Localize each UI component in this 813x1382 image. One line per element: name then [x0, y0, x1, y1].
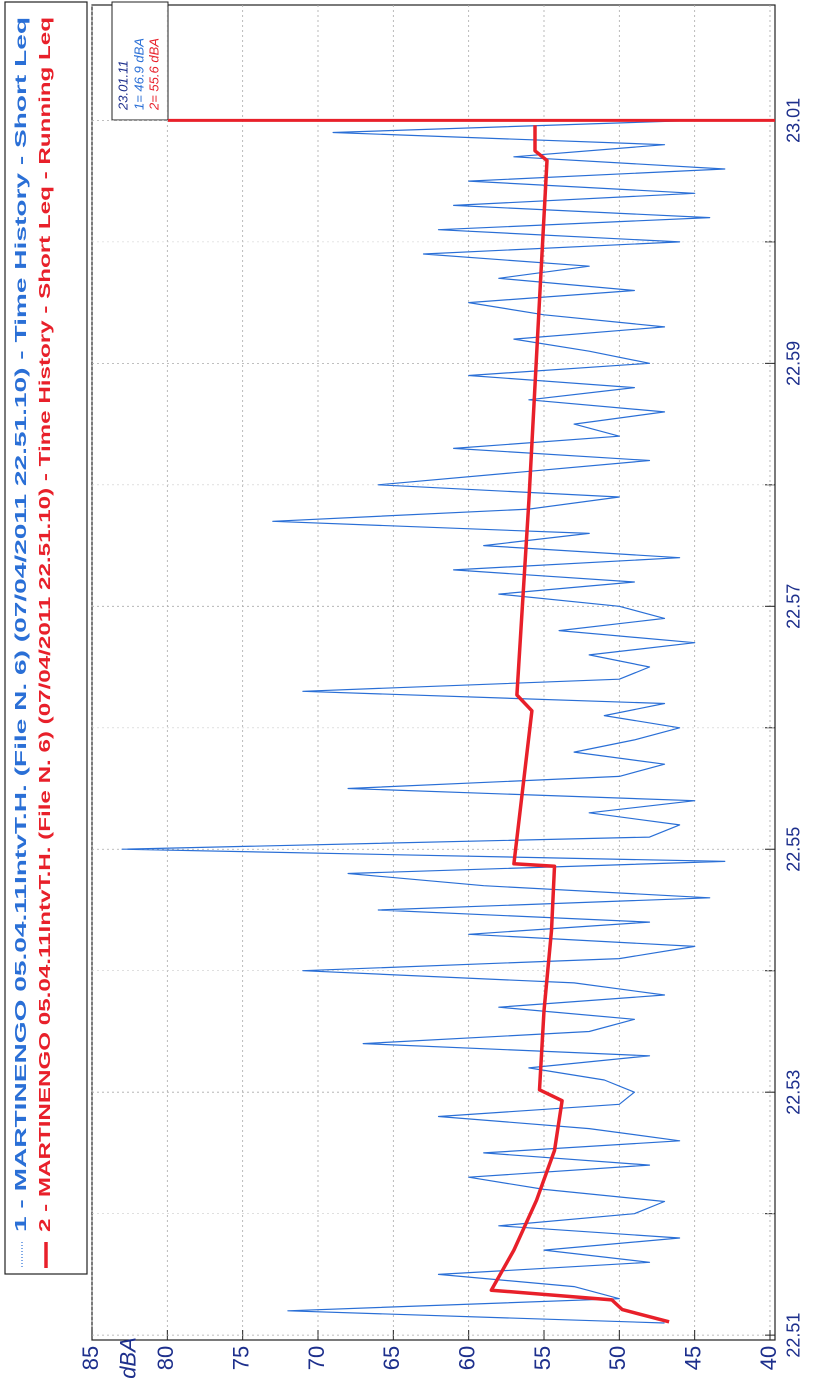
- y-tick-label: 70: [304, 1346, 329, 1370]
- y-tick-label: 60: [454, 1346, 479, 1370]
- y-tick-label: 50: [605, 1346, 630, 1370]
- y-tick-label: 45: [680, 1346, 705, 1370]
- lines: [121, 118, 775, 1324]
- legend-label: 2 - MARTINENGO 05.04.11IntvT.H. (File N.…: [37, 17, 54, 1232]
- series-line: [121, 119, 726, 1324]
- labels: 40 45 50 55 60 65 70 75 80 85 dBA 22.51 22.53 22.55 22…: [13, 17, 804, 1379]
- cursor-readout: 1= 46.9 dBA: [131, 38, 146, 110]
- y-tick-label: 65: [379, 1346, 404, 1370]
- cursor-label: 23.01.11: [115, 60, 130, 111]
- plot-frame: [91, 4, 776, 1341]
- x-tick-label: 22.51: [784, 1313, 804, 1358]
- x-tick-label: 22.55: [784, 827, 804, 872]
- x-tick-label: 23.01: [784, 98, 804, 143]
- series-line: [489, 125, 670, 1324]
- y-axis-label: dBA: [115, 1337, 140, 1379]
- y-tick-label: 55: [530, 1346, 555, 1370]
- cursor-box: [111, 1, 169, 121]
- cursor-readout: 2= 55.6 dBA: [146, 38, 161, 111]
- y-tick-label: 75: [228, 1346, 253, 1370]
- legend-box: [4, 1, 88, 1275]
- y-tick-label: 40: [756, 1346, 781, 1370]
- legend-label: 1 - MARTINENGO 05.04.11IntvT.H. (File N.…: [13, 17, 30, 1232]
- y-tick-label: 80: [153, 1346, 178, 1370]
- y-tick-label: 85: [78, 1346, 103, 1370]
- x-tick-label: 22.53: [784, 1070, 804, 1115]
- x-tick-label: 22.57: [784, 584, 804, 629]
- x-tick-label: 22.59: [784, 341, 804, 386]
